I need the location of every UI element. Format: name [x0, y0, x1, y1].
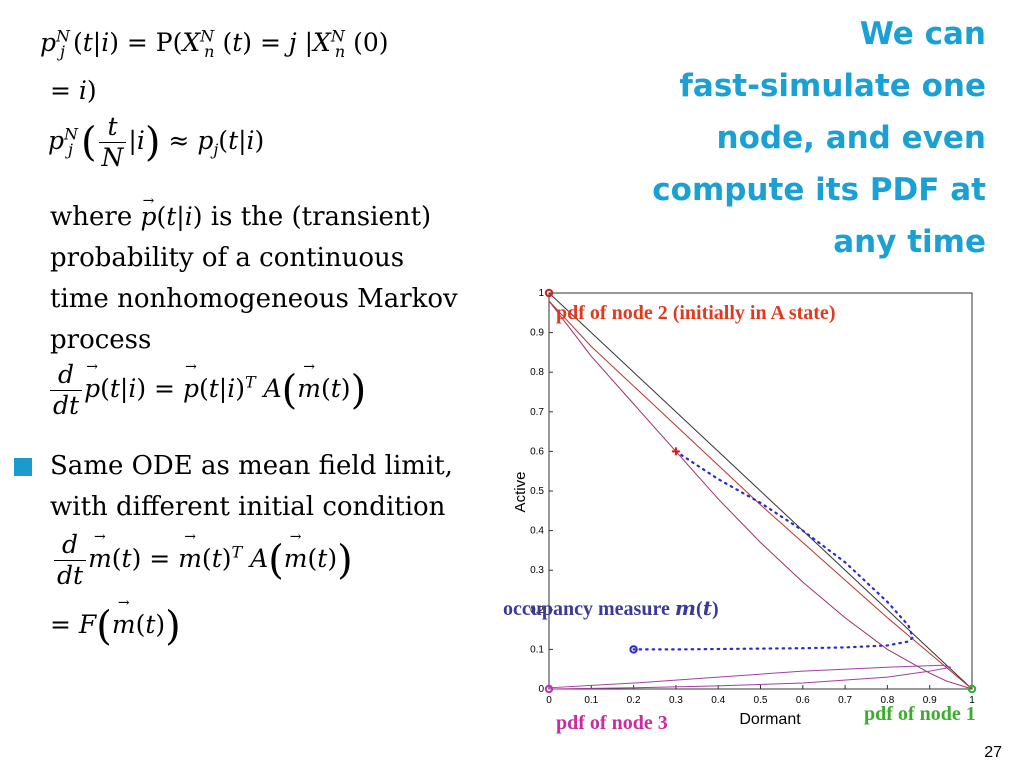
- inline-formula: p(t|i): [140, 181, 202, 231]
- node3-pdf-label: pdf of node 3: [556, 712, 668, 734]
- series-line-1: [548, 300, 973, 690]
- title-line: fast-simulate one: [679, 68, 986, 104]
- title-line: We can: [859, 16, 986, 52]
- slide-title: We can fast-simulate one node, and even …: [566, 8, 986, 268]
- bullet-marker: [14, 458, 32, 476]
- formula-ode-mean-field-rhs: = F(m(t)): [50, 595, 181, 647]
- x-tick-label: 0.3: [669, 695, 683, 706]
- description-line: is the (transient): [210, 202, 432, 232]
- initial-point-marker: [544, 684, 554, 694]
- description-where: where: [50, 202, 133, 232]
- initial-point-marker: [967, 684, 977, 694]
- series-line-2: [548, 300, 973, 690]
- formula-scaling-approximation: pNj (t N |i) ≈ pj(t|i): [48, 112, 265, 172]
- x-tick-label: 0: [546, 695, 552, 706]
- x-tick-label: 0.1: [584, 695, 598, 706]
- description-line: probability of a continuous: [50, 243, 405, 273]
- description-text: where p(t|i) is the (transient) probabil…: [50, 181, 458, 361]
- y-axis-label: Active: [512, 472, 529, 513]
- bullet-line: with different initial condition: [50, 492, 446, 522]
- node1-pdf-label: pdf of node 1: [864, 703, 976, 725]
- bullet-line: Same ODE as mean field limit,: [50, 451, 453, 481]
- x-tick-label: 0.9: [923, 695, 937, 706]
- x-axis-label: Dormant: [739, 711, 801, 728]
- x-tick-label: 1: [969, 695, 975, 706]
- y-tick-label: 0.7: [530, 407, 544, 418]
- x-tick-label: 0.4: [711, 695, 725, 706]
- y-tick-label: 0.4: [530, 526, 544, 537]
- formula-ode-mean-field: ddtm(t) = m(t)T A(m(t)): [52, 529, 353, 591]
- page-number: 27: [984, 744, 1002, 761]
- y-tick-label: 0: [538, 684, 544, 695]
- x-tick-label: 0.7: [838, 695, 852, 706]
- title-line: node, and even: [716, 120, 986, 156]
- y-tick-label: 0.6: [530, 446, 544, 457]
- x-tick-label: 0.6: [796, 695, 810, 706]
- initial-point-marker: [629, 645, 638, 654]
- trajectory-chart: 0 0.1 0.2 0.3 0.4 0.5 0.6 0.7 0.8 0.9 1 0 0.1 0.2 0.3 0…: [512, 288, 977, 728]
- description-line: time nonhomogeneous Markov: [50, 284, 458, 314]
- y-tick-label: 0.8: [530, 367, 544, 378]
- description-line: process: [50, 325, 152, 355]
- y-tick-label: 0.1: [530, 644, 544, 655]
- y-tick-label: 0.9: [530, 328, 544, 339]
- formula-continuation: = i): [50, 76, 97, 105]
- y-tick-label: 0.2: [530, 605, 544, 616]
- series-line-3: [548, 664, 951, 690]
- series-line-4: [632, 450, 915, 651]
- node2-pdf-label: pdf of node 2 (initially in A state): [556, 302, 836, 324]
- bullet-text: Same ODE as mean field limit, with diffe…: [50, 446, 453, 528]
- series-line-0: [548, 292, 973, 690]
- y-tick-label: 0.3: [530, 565, 544, 576]
- title-line: compute its PDF at: [652, 172, 986, 208]
- x-tick-label: 0.8: [880, 695, 894, 706]
- initial-point-marker: [544, 288, 554, 298]
- occupancy-measure-label: occupancy measure m(t): [503, 596, 719, 620]
- title-line: any time: [833, 224, 986, 260]
- x-tick-label: 0.5: [754, 695, 768, 706]
- y-tick-label: 1: [538, 288, 544, 299]
- formula-ode-transient: ddtp(t|i) = p(t|i)T A(m(t)): [48, 359, 366, 421]
- x-tick-label: 0.2: [627, 695, 641, 706]
- occupancy-label-text: occupancy measure: [503, 598, 670, 620]
- y-tick-label: 0.5: [530, 486, 544, 497]
- initial-point-marker: [671, 447, 680, 456]
- formula-transition-probability: pNj (t|i) = P(XNn (t) = j |XNn (0): [40, 26, 389, 61]
